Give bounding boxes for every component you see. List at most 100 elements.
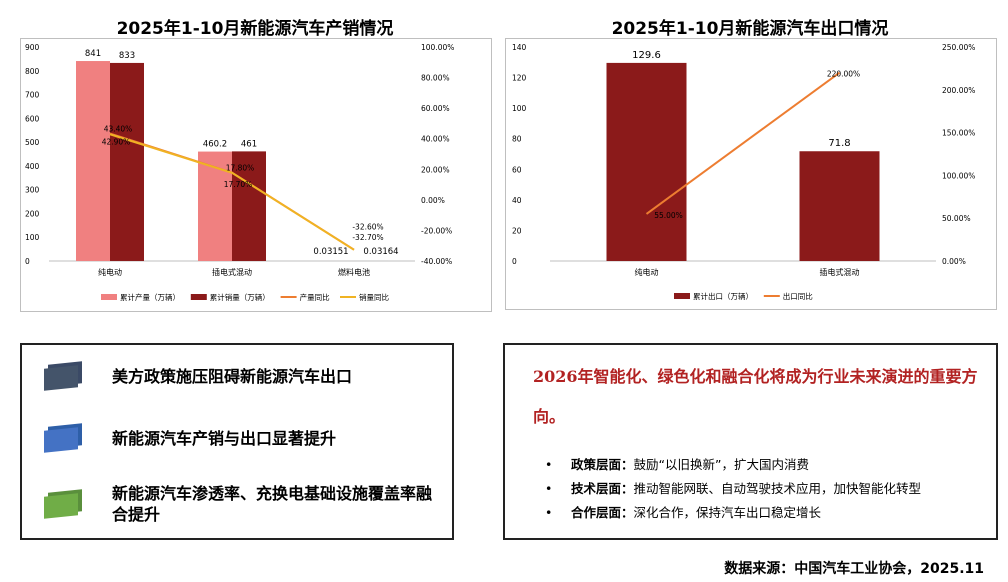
trend-panel: 2026年智能化、绿色化和融合化将成为行业未来演进的重要方向。 • 政策层面：鼓励… [503,343,998,540]
line-data-label: 42.90% [102,137,131,146]
y-left-tick-label: 0 [25,257,30,266]
x-tick-label: 纯电动 [635,267,659,277]
bar-data-label: 460.2 [203,140,227,150]
x-tick-label: 插电式混动 [212,267,252,277]
bar-data-label: 841 [85,49,101,59]
y-left-tick-label: 500 [25,138,40,147]
bar-data-label: 461 [241,139,257,149]
y-left-tick-label: 40 [512,196,522,205]
bullet-text: 推动智能网联、自动驾驶技术应用，加快智能化转型 [633,481,922,496]
bar-data-label: 833 [119,51,135,61]
y-left-tick-label: 100 [25,233,40,242]
line-data-label: 43.40% [104,125,133,134]
y-left-tick-label: 80 [512,135,522,144]
bullet-key: 政策层面： [571,457,634,472]
bullet-icon: • [545,457,553,472]
bullet-text: 深化合作，保持汽车出口稳定增长 [633,505,822,520]
bullet-icon: • [545,481,553,496]
y-left-tick-label: 140 [512,43,527,52]
legend-label: 累计产量（万辆） [120,292,180,302]
production-sales-chart-svg: 0 100 200 300 400 500 600 700 800 900 -40.00% -20.0… [25,43,454,302]
chart-title-production-sales: 2025年1-10月新能源汽车产销情况 [116,19,394,39]
key-point-text: 新能源汽车渗透率、充换电基础设施覆盖率融合提升 [112,484,433,524]
legend-label: 出口同比 [783,291,813,301]
bar-data-label: 71.8 [828,138,850,149]
y-left-tick-label: 900 [25,43,40,52]
y-right-tick-label: 0.00% [421,196,445,205]
key-point-item: 新能源汽车渗透率、充换电基础设施覆盖率融合提升 [44,483,432,525]
bullet-key: 合作层面： [571,505,634,520]
key-point-item: 新能源汽车产销与出口显著提升 [44,423,432,453]
y-right-tick-label: 60.00% [421,104,450,113]
key-point-item: 美方政策施压阻碍新能源汽车出口 [44,361,432,391]
legend-swatch [190,294,207,300]
y-left-tick-label: 600 [25,114,40,123]
export-chart-svg: 0 20 40 60 80 100 120 140 0.00% 50.00% 100.00% 150.… [512,43,975,301]
y-right-tick-label: 0.00% [942,257,966,266]
y-left-tick-label: 20 [512,226,522,235]
key-point-text: 美方政策施压阻碍新能源汽车出口 [112,366,353,386]
y-right-tick-label: 100.00% [421,43,454,52]
bar-data-label: 129.6 [632,50,661,61]
legend-label: 累计销量（万辆） [210,292,270,302]
line-data-label: 17.80% [226,164,255,173]
data-source: 数据来源：中国汽车工业协会，2025.11 [724,561,984,577]
trend-bullet-list: • 政策层面：鼓励“以旧换新”，扩大国内消费 • 技术层面：推动智能网联、自动驾驶技… [545,453,921,525]
y-right-tick-label: 250.00% [942,43,975,52]
y-left-tick-label: 400 [25,162,40,171]
y-right-tick-label: 80.00% [421,74,450,83]
bar-data-label: 0.03151 [313,247,348,257]
y-left-tick-label: 120 [512,74,527,83]
key-points-panel: 美方政策施压阻碍新能源汽车出口 新能源汽车产销与出口显著提升 新能源汽车渗透率、… [20,343,454,540]
y-left-tick-label: 700 [25,91,40,100]
folder-stack-icon [44,489,82,519]
bullet-key: 技术层面： [571,481,634,496]
y-right-tick-label: 200.00% [942,86,975,95]
bullet-text: 鼓励“以旧换新”，扩大国内消费 [633,457,809,472]
bar [799,151,880,261]
bar [232,151,266,261]
chart-title-export: 2025年1-10月新能源汽车出口情况 [611,19,889,39]
key-point-text: 新能源汽车产销与出口显著提升 [112,428,337,448]
y-left-tick-label: 60 [512,165,522,174]
bar [606,62,687,261]
legend-swatch [674,293,690,299]
y-right-tick-label: -40.00% [421,257,452,266]
bullet-icon: • [545,505,553,520]
y-left-tick-label: 0 [512,257,517,266]
y-right-tick-label: 40.00% [421,135,450,144]
list-item: • 技术层面：推动智能网联、自动驾驶技术应用，加快智能化转型 [545,477,921,501]
bar [110,62,144,262]
legend-swatch [101,294,117,300]
line-data-label: 220.00% [827,70,860,79]
legend-label: 累计出口（万辆） [693,291,753,301]
list-item: • 政策层面：鼓励“以旧换新”，扩大国内消费 [545,453,921,477]
line-data-label: 17.70% [224,180,253,189]
legend-label: 产量同比 [300,292,330,302]
folder-stack-icon [44,423,82,453]
export-chart: 0 20 40 60 80 100 120 140 0.00% 50.00% 100.00% 150.… [505,38,997,310]
series-line [645,71,841,215]
y-right-tick-label: 100.00% [942,171,975,180]
x-tick-label: 燃料电池 [338,267,370,277]
y-left-tick-label: 100 [512,104,527,113]
bar-data-label: 0.03164 [363,247,398,257]
y-left-tick-label: 300 [25,186,40,195]
y-right-tick-label: -20.00% [421,226,452,235]
x-tick-label: 插电式混动 [820,267,860,277]
production-sales-chart: 0 100 200 300 400 500 600 700 800 900 -40.00% -20.0… [20,38,492,312]
list-item: • 合作层面：深化合作，保持汽车出口稳定增长 [545,501,921,525]
series-line [109,133,355,251]
legend-label: 销量同比 [359,292,389,302]
line-data-label: -32.70% [352,233,383,242]
trend-title: 2026年智能化、绿色化和融合化将成为行业未来演进的重要方向。 [533,367,978,426]
y-right-tick-label: 50.00% [942,214,971,223]
y-right-tick-label: 20.00% [421,165,450,174]
folder-stack-icon [44,361,82,391]
line-data-label: 55.00% [654,211,683,220]
y-right-tick-label: 150.00% [942,129,975,138]
line-data-label: -32.60% [352,223,383,232]
bar [76,61,110,262]
y-left-tick-label: 200 [25,209,40,218]
x-tick-label: 纯电动 [98,267,122,277]
